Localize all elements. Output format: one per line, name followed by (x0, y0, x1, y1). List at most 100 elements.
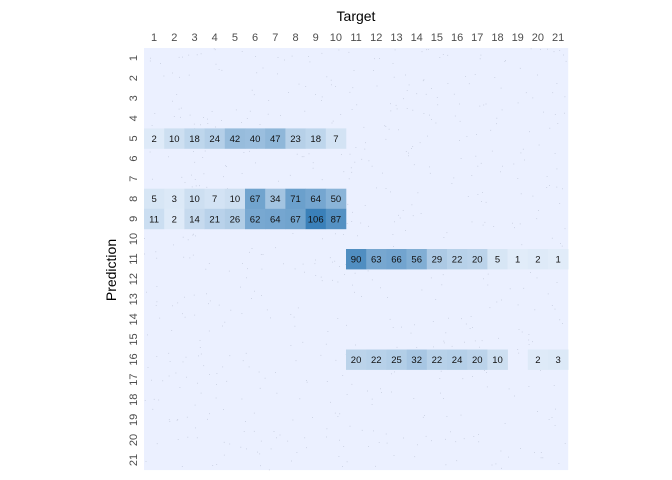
texture-dot (351, 221, 353, 222)
y-tick-label: 14 (128, 313, 140, 325)
y-tick-label: 11 (128, 253, 140, 264)
texture-dot (339, 413, 341, 415)
texture-dot (199, 347, 201, 348)
cell-value-label: 47 (270, 134, 281, 145)
texture-dot (337, 281, 339, 283)
texture-dot (196, 437, 198, 439)
cell-value-label: 63 (371, 254, 382, 265)
cell-value-label: 2 (535, 355, 540, 366)
cell-value-label: 42 (230, 134, 241, 145)
texture-dot (321, 100, 322, 101)
texture-dot (276, 437, 277, 439)
cell-value-label: 10 (492, 355, 503, 366)
texture-dot (447, 54, 449, 56)
texture-dot (169, 361, 171, 362)
texture-dot (188, 74, 190, 76)
texture-dot (417, 444, 418, 446)
x-tick-label: 12 (370, 32, 382, 44)
texture-dot (427, 49, 429, 50)
texture-dot (348, 178, 350, 180)
texture-dot (291, 55, 293, 57)
cell-value-label: 66 (391, 254, 402, 265)
texture-dot (486, 386, 488, 388)
cell-value-label: 3 (555, 355, 560, 366)
texture-dot (522, 148, 524, 150)
texture-dot (352, 87, 354, 89)
cell-value-label: 2 (535, 254, 540, 265)
texture-dot (346, 461, 348, 463)
texture-dot (403, 98, 404, 100)
texture-dot (445, 464, 447, 466)
texture-dot (331, 122, 333, 124)
texture-dot (156, 356, 158, 357)
texture-dot (554, 308, 556, 310)
texture-dot (559, 50, 561, 51)
texture-dot (479, 346, 480, 348)
texture-dot (385, 433, 387, 435)
texture-dot (147, 367, 149, 368)
texture-dot (536, 277, 538, 279)
texture-dot (528, 386, 530, 387)
texture-dot (350, 167, 352, 169)
texture-dot (179, 76, 180, 78)
texture-dot (180, 116, 181, 118)
texture-dot (505, 60, 506, 61)
texture-dot (373, 430, 374, 432)
texture-dot (195, 185, 197, 187)
texture-dot (412, 109, 414, 111)
texture-dot (346, 324, 347, 326)
y-tick-label: 13 (128, 293, 140, 305)
texture-dot (184, 296, 185, 298)
texture-dot (406, 108, 408, 109)
texture-dot (212, 465, 214, 466)
texture-dot (326, 428, 328, 430)
texture-dot (294, 268, 296, 270)
heatmap-cell (245, 208, 266, 230)
texture-dot (163, 75, 165, 77)
texture-dot (482, 192, 483, 193)
heatmap-cell (265, 188, 286, 210)
texture-dot (290, 345, 292, 346)
cell-value-label: 5 (495, 254, 500, 265)
texture-dot (443, 398, 444, 399)
texture-dot (260, 440, 262, 442)
texture-dot (386, 442, 388, 444)
texture-dot (414, 456, 416, 458)
texture-dot (491, 464, 493, 466)
texture-dot (376, 187, 377, 189)
x-tick-label: 7 (272, 32, 278, 44)
texture-dot (445, 332, 447, 334)
cell-value-label: 40 (250, 134, 261, 145)
texture-dot (203, 365, 205, 367)
texture-dot (525, 92, 527, 94)
texture-dot (187, 239, 189, 241)
texture-dot (414, 324, 415, 326)
texture-dot (235, 109, 237, 111)
texture-dot (208, 330, 210, 332)
texture-dot (277, 73, 278, 75)
texture-dot (206, 186, 208, 188)
cell-value-label: 23 (290, 134, 301, 145)
texture-dot (173, 244, 174, 246)
heatmap-cell (325, 128, 347, 149)
texture-dot (405, 151, 407, 152)
texture-dot (273, 431, 275, 432)
cell-value-label: 18 (189, 134, 200, 145)
texture-dot (181, 176, 183, 178)
texture-dot (459, 140, 460, 141)
texture-dot (172, 100, 173, 102)
texture-dot (443, 342, 445, 344)
cell-value-label: 1 (515, 254, 520, 265)
heatmap-cell (346, 249, 367, 270)
texture-dot (514, 395, 515, 397)
texture-dot (339, 439, 340, 441)
texture-dot (473, 436, 475, 437)
texture-dot (326, 436, 327, 438)
texture-dot (227, 188, 228, 189)
texture-dot (203, 117, 204, 118)
texture-dot (221, 69, 223, 71)
texture-dot (437, 104, 439, 106)
texture-dot (222, 325, 223, 327)
texture-dot (254, 290, 255, 292)
